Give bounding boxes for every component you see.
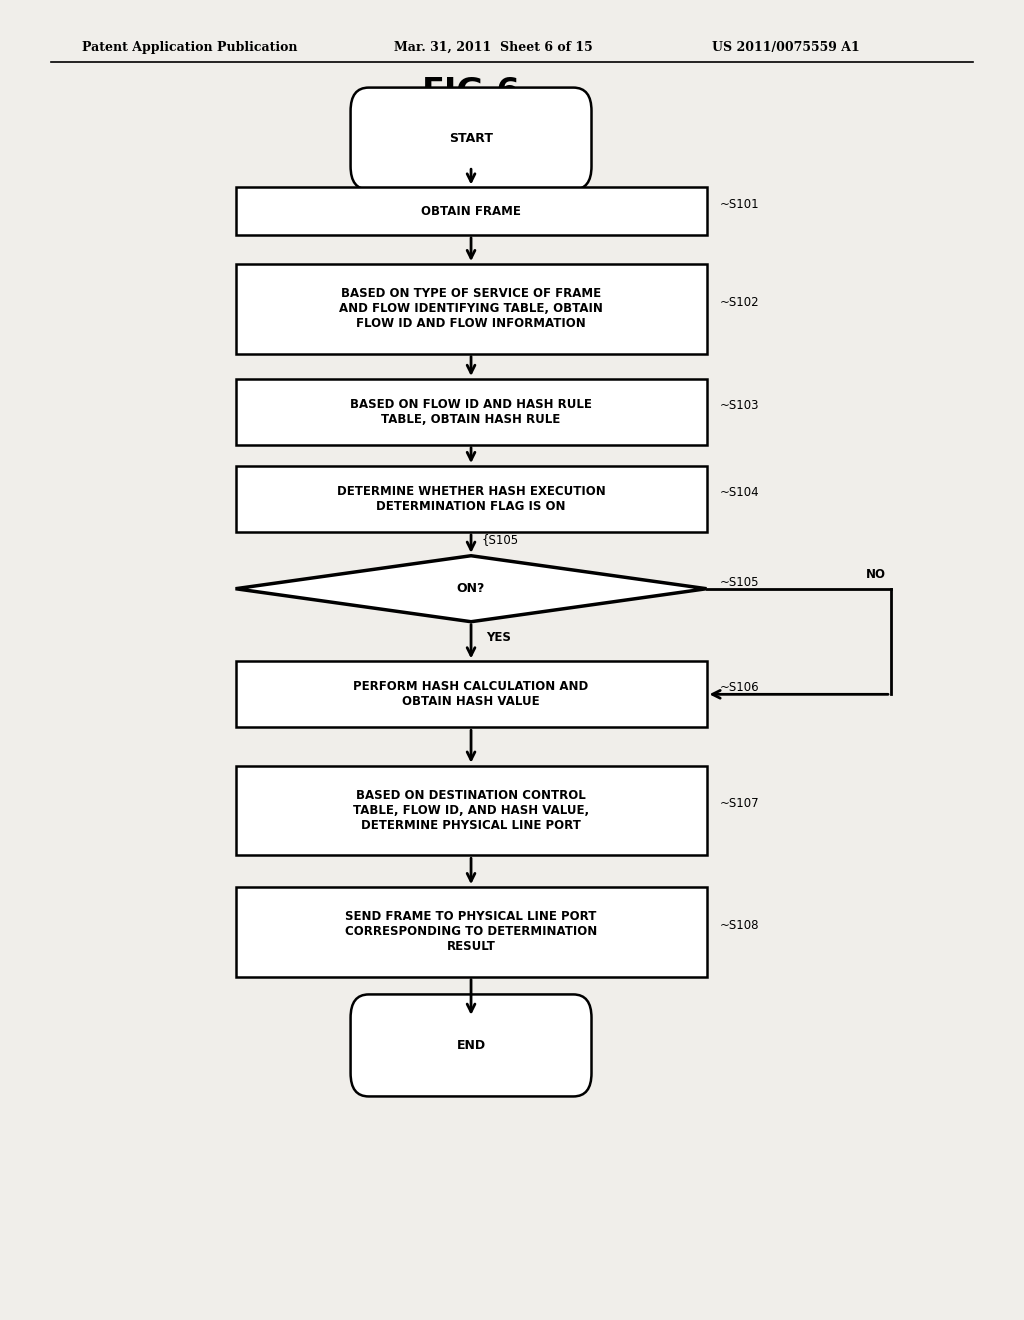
Text: ~S105: ~S105: [720, 576, 760, 589]
Bar: [236, 887, 707, 977]
Text: OBTAIN FRAME: OBTAIN FRAME: [421, 205, 521, 218]
Text: Patent Application Publication: Patent Application Publication: [82, 41, 297, 54]
Text: {S105: {S105: [481, 533, 518, 546]
Text: FIG.6: FIG.6: [422, 75, 520, 108]
Bar: [236, 264, 707, 354]
Text: ~S102: ~S102: [720, 296, 760, 309]
FancyBboxPatch shape: [350, 994, 592, 1097]
Bar: [236, 379, 707, 445]
Bar: [236, 187, 707, 235]
Text: START: START: [450, 132, 493, 145]
Bar: [236, 766, 707, 855]
Text: ~S101: ~S101: [720, 198, 760, 211]
Text: ~S108: ~S108: [720, 919, 760, 932]
Text: BASED ON FLOW ID AND HASH RULE
TABLE, OBTAIN HASH RULE: BASED ON FLOW ID AND HASH RULE TABLE, OB…: [350, 397, 592, 426]
Text: DETERMINE WHETHER HASH EXECUTION
DETERMINATION FLAG IS ON: DETERMINE WHETHER HASH EXECUTION DETERMI…: [337, 484, 605, 513]
Text: ~S106: ~S106: [720, 681, 760, 694]
Text: ON?: ON?: [457, 582, 485, 595]
Text: SEND FRAME TO PHYSICAL LINE PORT
CORRESPONDING TO DETERMINATION
RESULT: SEND FRAME TO PHYSICAL LINE PORT CORRESP…: [345, 911, 597, 953]
Text: BASED ON DESTINATION CONTROL
TABLE, FLOW ID, AND HASH VALUE,
DETERMINE PHYSICAL : BASED ON DESTINATION CONTROL TABLE, FLOW…: [353, 789, 589, 832]
Text: BASED ON TYPE OF SERVICE OF FRAME
AND FLOW IDENTIFYING TABLE, OBTAIN
FLOW ID AND: BASED ON TYPE OF SERVICE OF FRAME AND FL…: [339, 288, 603, 330]
Text: ~S107: ~S107: [720, 797, 760, 810]
Text: Mar. 31, 2011  Sheet 6 of 15: Mar. 31, 2011 Sheet 6 of 15: [394, 41, 593, 54]
Text: YES: YES: [486, 631, 511, 644]
Polygon shape: [236, 556, 707, 622]
FancyBboxPatch shape: [350, 87, 592, 190]
Text: PERFORM HASH CALCULATION AND
OBTAIN HASH VALUE: PERFORM HASH CALCULATION AND OBTAIN HASH…: [353, 680, 589, 709]
Text: ~S104: ~S104: [720, 486, 760, 499]
Text: END: END: [457, 1039, 485, 1052]
Text: ~S103: ~S103: [720, 399, 760, 412]
Bar: [236, 661, 707, 727]
Text: NO: NO: [865, 568, 886, 581]
Text: US 2011/0075559 A1: US 2011/0075559 A1: [712, 41, 859, 54]
Bar: [236, 466, 707, 532]
